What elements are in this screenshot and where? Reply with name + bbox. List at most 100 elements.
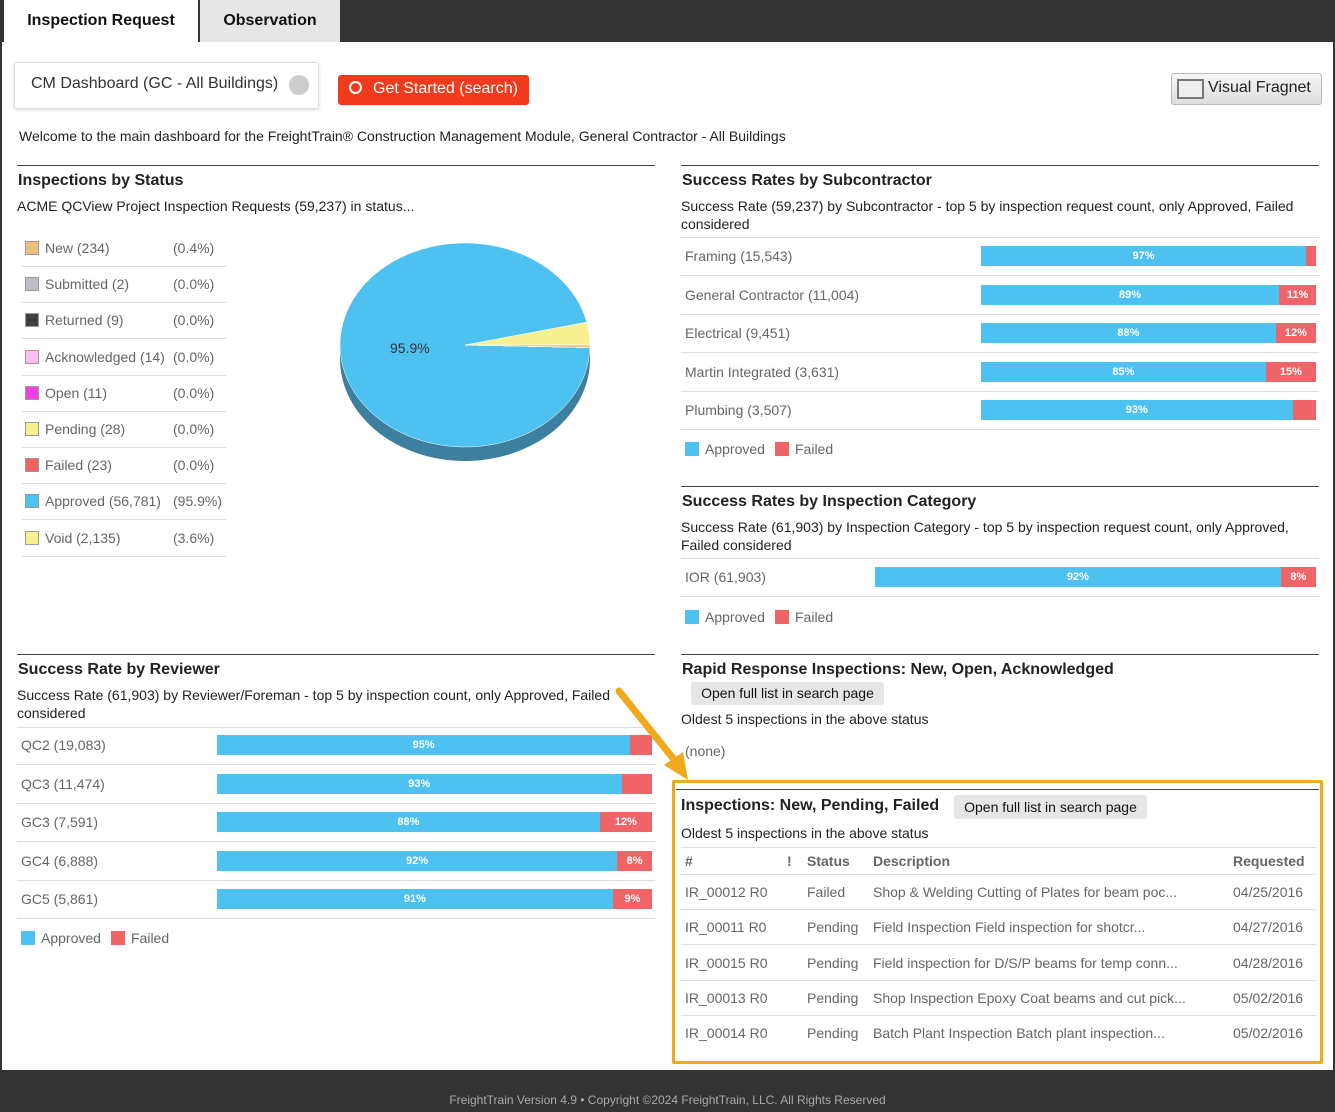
inspection-date: 04/28/2016 xyxy=(1233,954,1304,971)
divider xyxy=(681,390,1319,392)
panel-title: Inspections by Status xyxy=(18,172,184,189)
inspection-id: IR_00013 R0 xyxy=(685,989,768,1006)
inspection-id: IR_00014 R0 xyxy=(685,1025,768,1042)
bar-label: 8% xyxy=(1290,571,1307,583)
row-label: Martin Integrated (3,631) xyxy=(685,363,840,380)
fragnet-label: Visual Fragnet xyxy=(1208,79,1311,96)
legend-label: Approved xyxy=(705,609,765,625)
divider xyxy=(22,338,226,340)
status-label: Returned (9) xyxy=(45,312,124,329)
divider xyxy=(681,944,1316,946)
bar-label: 97% xyxy=(1132,250,1155,262)
search-button[interactable]: Get Started (search) xyxy=(338,75,529,105)
tab[interactable]: Observation xyxy=(200,0,340,42)
bar-label: 88% xyxy=(1117,327,1140,339)
bar-failed xyxy=(1305,246,1316,266)
divider xyxy=(681,313,1319,315)
row-label: Plumbing (3,507) xyxy=(685,402,792,418)
bar-approved: 92% xyxy=(875,567,1281,587)
bar-label: 11% xyxy=(1286,288,1309,301)
status-label: Open (11) xyxy=(45,384,107,401)
panel-subtitle: Success Rate (61,903) by Reviewer/Forema… xyxy=(17,687,610,721)
open-list-button[interactable]: Open full list in search page xyxy=(954,795,1147,819)
divider xyxy=(22,374,226,376)
select-chevron xyxy=(289,75,309,95)
divider xyxy=(681,558,1319,559)
inspection-date: 04/27/2016 xyxy=(1233,919,1304,936)
divider xyxy=(17,841,655,842)
open-list-button[interactable]: Open full list in search page xyxy=(691,682,884,705)
divider xyxy=(22,266,226,267)
bar-failed: 12% xyxy=(599,812,652,832)
inspection-description: Batch Plant Inspection Batch plant inspe… xyxy=(873,1025,1165,1042)
empty-text: (none) xyxy=(685,743,726,759)
panel-subtitle: Success Rate (59,237) by Subcontractor -… xyxy=(681,198,1294,232)
legend-swatch xyxy=(25,530,39,545)
divider xyxy=(681,596,1319,597)
inspection-description: Field inspection for D/S/P beams for tem… xyxy=(873,954,1178,971)
fragnet-icon xyxy=(1177,79,1204,99)
divider xyxy=(17,727,655,728)
status-label: Approved (56,781) xyxy=(45,493,161,510)
legend-swatch xyxy=(21,931,35,945)
bar-label: 91% xyxy=(403,893,426,905)
status-share: (0.0%) xyxy=(173,348,215,365)
row-label: GC5 (5,861) xyxy=(21,891,99,907)
inspection-description: Field Inspection Field inspection for sh… xyxy=(873,919,1146,936)
bar-approved: 88% xyxy=(217,812,600,832)
row-label: General Contractor (11,004) xyxy=(685,286,860,303)
bar-label: 92% xyxy=(1066,571,1089,583)
panel-note: Oldest 5 inspections in the above status xyxy=(681,825,929,841)
legend-label: Failed xyxy=(795,609,834,625)
tab[interactable]: Inspection Request xyxy=(4,0,198,42)
bar-failed: 9% xyxy=(612,889,652,909)
legend-swatch xyxy=(775,610,789,624)
legend-swatch xyxy=(685,442,699,456)
divider xyxy=(681,165,1319,166)
divider xyxy=(681,654,1319,655)
status-label: Acknowledged (14) xyxy=(45,348,165,365)
divider xyxy=(681,847,1316,848)
status-label: Void (2,135) xyxy=(45,529,121,546)
divider xyxy=(17,654,655,655)
bar-label: 93% xyxy=(1125,404,1148,416)
pie-label: 95.9% xyxy=(390,340,430,356)
bar-failed: 15% xyxy=(1265,361,1316,382)
legend-swatch xyxy=(25,458,39,473)
divider xyxy=(17,918,655,919)
bar-label: 88% xyxy=(397,816,420,828)
legend-label: Approved xyxy=(41,930,101,946)
inspection-status: Pending xyxy=(807,1025,859,1042)
column-header: # xyxy=(685,853,693,869)
legend-label: Failed xyxy=(131,930,170,946)
panel-subtitle: Success Rate (61,903) by Inspection Cate… xyxy=(681,519,1289,553)
row-label: Framing (15,543) xyxy=(685,248,793,264)
divider xyxy=(22,410,226,412)
divider xyxy=(681,352,1319,353)
divider xyxy=(17,764,655,765)
dashboard-select[interactable]: CM Dashboard (GC - All Buildings) xyxy=(14,62,319,109)
fragnet-button[interactable]: Visual Fragnet xyxy=(1171,73,1322,105)
inspection-status: Pending xyxy=(807,919,859,936)
divider xyxy=(681,429,1319,430)
inspection-description: Shop & Welding Cutting of Plates for bea… xyxy=(873,884,1178,900)
panel-title: Success Rates by Subcontractor xyxy=(682,172,932,189)
legend-label: Failed xyxy=(795,441,834,457)
status-label: Pending (28) xyxy=(45,421,126,437)
bar-label: 95% xyxy=(412,739,435,751)
welcome-text: Welcome to the main dashboard for the Fr… xyxy=(19,128,786,144)
column-header: Description xyxy=(873,853,951,869)
status-share: (0.4%) xyxy=(173,240,215,256)
bar-approved: 85% xyxy=(981,361,1266,382)
column-header: Requested xyxy=(1233,853,1305,869)
bar-label: 85% xyxy=(1112,365,1135,378)
bar-failed xyxy=(630,735,652,755)
status-label: New (234) xyxy=(45,240,110,256)
divider xyxy=(17,165,655,166)
pie-chart: 95.9% xyxy=(339,242,591,461)
legend-swatch xyxy=(25,494,39,509)
inspection-description: Shop Inspection Epoxy Coat beams and cut… xyxy=(873,989,1186,1006)
legend-swatch xyxy=(25,277,39,292)
status-label: Failed (23) xyxy=(45,457,112,474)
